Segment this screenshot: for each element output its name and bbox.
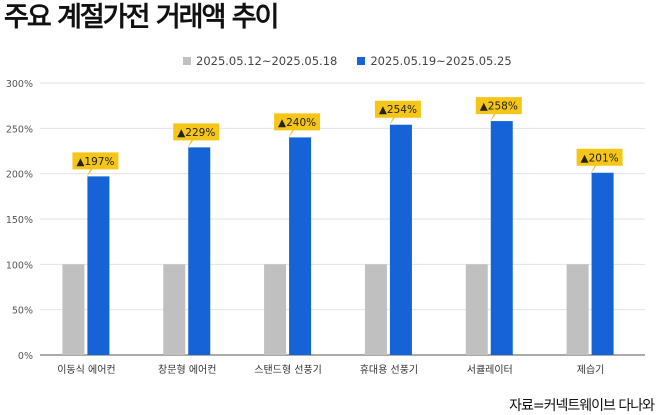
data-label-callout [576, 148, 623, 174]
data-label-callout [475, 97, 522, 123]
bar-prev-week [364, 264, 387, 355]
data-label-callout [173, 123, 220, 149]
data-label: ▲197% [76, 156, 114, 168]
y-tick-label: 300% [6, 79, 33, 90]
bar-chart: 0% 50% 100% 150% 200% 250% 300% ▲197% 이동식 에어컨 ▲22… [6, 79, 645, 376]
source-credit: 자료=커넥트웨이브 다나와 [509, 398, 655, 414]
x-tick-label: 서큘레이터 [467, 364, 513, 376]
bar-curr-week [188, 147, 211, 355]
legend-swatch-prev [183, 57, 191, 65]
bar-curr-week [490, 121, 513, 355]
data-label-callout [72, 152, 119, 178]
bar-curr-week [389, 124, 412, 355]
data-label-callout [274, 113, 321, 139]
bar-prev-week [566, 264, 589, 355]
bar-prev-week [62, 264, 85, 355]
chart-title: 주요 계절가전 거래액 추이 [4, 2, 279, 33]
y-tick-label: 50% [12, 306, 33, 317]
data-label-callout [374, 100, 421, 126]
bar-curr-week [87, 176, 110, 355]
bar-prev-week [163, 264, 186, 355]
data-label: ▲254% [379, 104, 417, 116]
y-tick-label: 0% [18, 351, 33, 362]
data-label: ▲240% [278, 117, 316, 129]
legend-swatch-curr [357, 57, 366, 65]
data-label: ▲201% [581, 152, 619, 164]
legend-item-prev: 2025.05.12~2025.05.18 [183, 54, 337, 68]
data-label: ▲229% [177, 127, 215, 139]
y-tick-label: 200% [6, 170, 33, 181]
data-label: ▲258% [480, 101, 518, 113]
bar-prev-week [465, 264, 488, 355]
y-tick-label: 250% [6, 124, 33, 135]
legend-item-curr: 2025.05.19~2025.05.25 [357, 54, 512, 68]
x-tick-label: 이동식 에어컨 [57, 364, 115, 376]
legend-label-prev: 2025.05.12~2025.05.18 [196, 54, 338, 68]
bar-prev-week [264, 264, 287, 355]
legend: 2025.05.12~2025.05.18 2025.05.19~2025.05… [183, 54, 532, 68]
x-tick-label: 휴대용 선풍기 [360, 364, 418, 376]
bar-curr-week [289, 137, 312, 355]
x-tick-label: 스탠드형 선풍기 [254, 364, 322, 376]
y-tick-label: 150% [6, 215, 33, 226]
x-tick-label: 제습기 [577, 364, 605, 376]
y-tick-label: 100% [6, 260, 33, 271]
x-tick-label: 창문형 에어컨 [158, 364, 216, 376]
bar-curr-week [591, 172, 614, 355]
legend-label-curr: 2025.05.19~2025.05.25 [370, 54, 512, 68]
